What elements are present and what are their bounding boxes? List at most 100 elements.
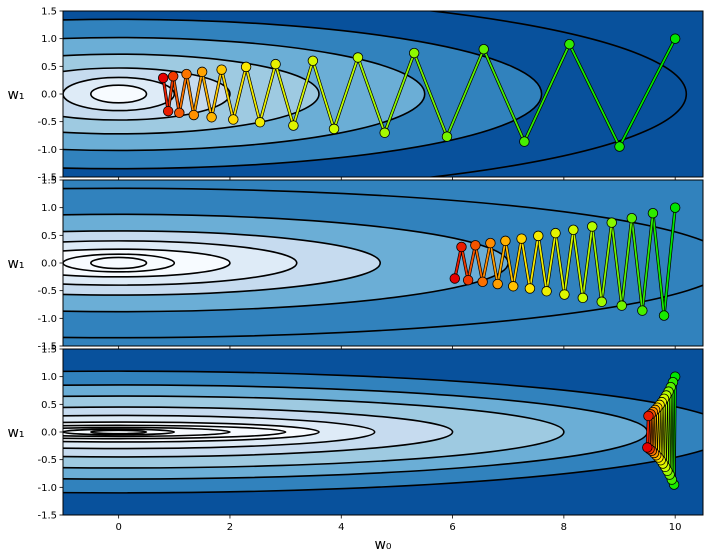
path-segment — [383, 52, 416, 134]
path-segment — [413, 52, 448, 138]
path-segment — [311, 59, 335, 130]
chart-panel-2: -1.5 -1.0 -0.5 0.0 0.5 1.0 1.5 w₁ — [7, 176, 704, 353]
y-tick-label: 1.0 — [41, 34, 57, 45]
path-point — [606, 217, 617, 228]
path-point — [519, 136, 530, 147]
y-axis-label: w₁ — [7, 256, 24, 272]
path-point — [642, 442, 653, 453]
y-tick-label: 1.0 — [41, 203, 57, 214]
path-point — [157, 72, 169, 84]
path-point — [196, 66, 208, 78]
y-tick-label: 0.0 — [41, 259, 57, 270]
y-tick-label: -1.5 — [37, 173, 57, 184]
path-point — [669, 202, 681, 213]
path-segment — [467, 244, 477, 282]
y-tick-label: 0.0 — [41, 428, 57, 439]
path-segment — [563, 228, 575, 296]
path-point — [188, 109, 199, 121]
path-segment — [537, 234, 548, 293]
path-segment — [333, 56, 359, 130]
path-segment — [185, 73, 195, 116]
path-segment — [652, 212, 665, 317]
y-tick-label: 0.5 — [41, 400, 57, 411]
path-segment — [512, 237, 523, 288]
path-segment — [618, 37, 677, 148]
path-point — [379, 127, 390, 138]
path-point — [174, 107, 185, 119]
path-point — [550, 227, 561, 239]
path-point — [408, 47, 420, 59]
path-segment — [460, 246, 470, 282]
y-tick-label: 1.5 — [41, 176, 57, 187]
path-segment — [523, 43, 571, 143]
path-segment — [482, 48, 526, 143]
y-tick-label: -1.0 — [37, 145, 57, 156]
path-segment — [232, 65, 247, 121]
x-tick-label: 10 — [669, 522, 682, 533]
y-tick-label: -1.5 — [37, 511, 57, 522]
path-point — [441, 131, 453, 142]
path-segment — [162, 77, 170, 113]
y-tick-label: -0.5 — [37, 117, 57, 128]
path-point — [449, 273, 460, 284]
path-point — [352, 52, 364, 63]
plot-area — [63, 11, 703, 177]
path-segment — [591, 225, 603, 303]
path-point — [206, 112, 217, 123]
path-segment — [481, 242, 492, 283]
path-segment — [496, 239, 507, 285]
y-tick-label: 1.5 — [41, 7, 57, 18]
path-segment — [610, 221, 623, 307]
path-point — [328, 123, 340, 135]
y-tick-label: -0.5 — [37, 455, 57, 466]
path-segment — [178, 73, 188, 114]
path-point — [307, 55, 319, 67]
path-point — [477, 276, 488, 288]
x-tick-label: 0 — [115, 522, 121, 533]
path-point — [167, 71, 179, 82]
y-axis-label: w₁ — [7, 425, 24, 441]
path-segment — [192, 70, 204, 116]
path-segment — [210, 68, 223, 119]
y-tick-label: -0.5 — [37, 286, 57, 297]
plot-area — [63, 349, 703, 515]
path-segment — [581, 225, 594, 299]
path-segment — [274, 63, 295, 127]
path-segment — [201, 70, 213, 119]
y-tick-label: -1.0 — [37, 483, 57, 494]
path-point — [216, 64, 227, 75]
y-tick-label: -1.0 — [37, 314, 57, 325]
y-tick-label: 0.5 — [41, 62, 57, 73]
path-point — [478, 43, 489, 55]
path-point — [456, 241, 467, 253]
path-point — [508, 281, 519, 292]
path-segment — [167, 75, 175, 113]
path-segment — [357, 56, 386, 134]
plot-area — [63, 180, 703, 346]
path-point — [181, 68, 192, 80]
x-tick-label: 6 — [449, 522, 455, 533]
path-point — [647, 207, 659, 219]
path-point — [568, 224, 579, 236]
path-point — [669, 33, 681, 44]
path-segment — [504, 239, 515, 288]
path-segment — [453, 246, 463, 280]
path-segment — [641, 212, 654, 312]
path-point — [500, 235, 511, 247]
y-tick-label: 0.0 — [41, 90, 57, 101]
path-point — [564, 39, 575, 50]
path-segment — [620, 217, 633, 307]
contour-level-1 — [90, 256, 148, 270]
path-point — [596, 296, 607, 307]
path-point — [254, 117, 266, 128]
path-segment — [245, 65, 261, 124]
x-tick-label: 4 — [338, 522, 344, 533]
y-tick-label: -1.5 — [37, 342, 57, 353]
path-segment — [520, 237, 531, 290]
y-tick-label: 1.0 — [41, 372, 57, 383]
y-tick-label: 0.5 — [41, 231, 57, 242]
y-axis-label: w₁ — [7, 87, 24, 103]
path-point — [288, 120, 299, 131]
